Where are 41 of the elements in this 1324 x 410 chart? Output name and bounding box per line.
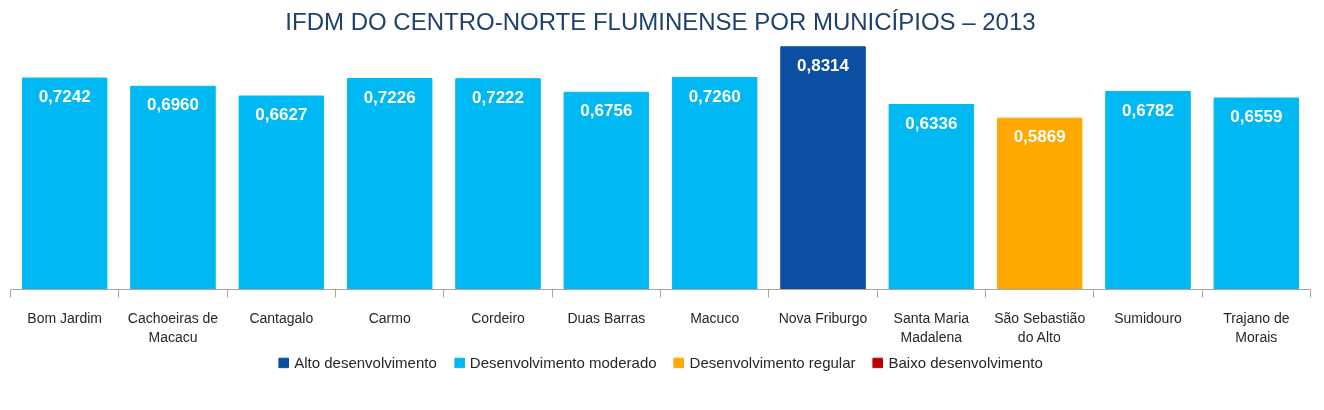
data-label: 0,7260 <box>688 86 741 106</box>
x-tick-label: Cantagalo <box>249 309 314 326</box>
x-tick-label: Duas Barras <box>567 309 646 326</box>
x-tick-label: Cachoeiras de Macacu <box>127 309 219 345</box>
bar <box>1213 97 1300 290</box>
data-label: 0,6960 <box>147 95 199 115</box>
legend-label: Alto desenvolvimento <box>294 353 437 371</box>
data-label: 0,5869 <box>1013 127 1066 147</box>
data-label: 0,6782 <box>1122 100 1174 120</box>
bar <box>888 104 975 290</box>
data-label: 0,6559 <box>1230 107 1283 127</box>
legend-label: Desenvolvimento regular <box>689 353 856 371</box>
bar <box>130 85 216 290</box>
bar <box>671 77 758 290</box>
x-tick-label: Trajano de Morais <box>1223 309 1290 345</box>
bar <box>455 78 541 290</box>
legend-label: Desenvolvimento moderado <box>469 353 657 371</box>
data-label: 0,6336 <box>905 113 958 133</box>
data-label: 0,7242 <box>38 87 91 107</box>
bar <box>346 78 433 290</box>
x-tick-label: Macuco <box>690 309 740 326</box>
bar <box>21 77 108 290</box>
x-tick-label: São Sebastião do Alto <box>994 309 1086 345</box>
bar <box>780 46 866 290</box>
data-label: 0,6627 <box>255 105 308 125</box>
x-tick-label: Santa Maria Madalena <box>893 309 970 345</box>
data-label: 0,7222 <box>472 87 524 107</box>
legend-label: Baixo desenvolvimento <box>888 353 1043 371</box>
x-tick-label: Nova Friburgo <box>778 309 868 326</box>
data-label: 0,7226 <box>363 87 416 107</box>
bar <box>238 95 325 290</box>
x-tick-label: Bom Jardim <box>27 309 103 326</box>
x-tick-label: Cordeiro <box>471 309 526 326</box>
bar <box>563 91 650 290</box>
data-label: 0,6756 <box>580 101 633 121</box>
data-label: 0,8314 <box>797 55 850 75</box>
chart-title: IFDM DO CENTRO-NORTE FLUMINENSE POR MUNICÍPIOS – 2013 <box>285 7 1036 35</box>
bar <box>996 117 1083 290</box>
x-tick-label: Sumidouro <box>1114 309 1183 326</box>
x-tick-label: Carmo <box>368 309 411 326</box>
bar <box>1105 91 1191 290</box>
